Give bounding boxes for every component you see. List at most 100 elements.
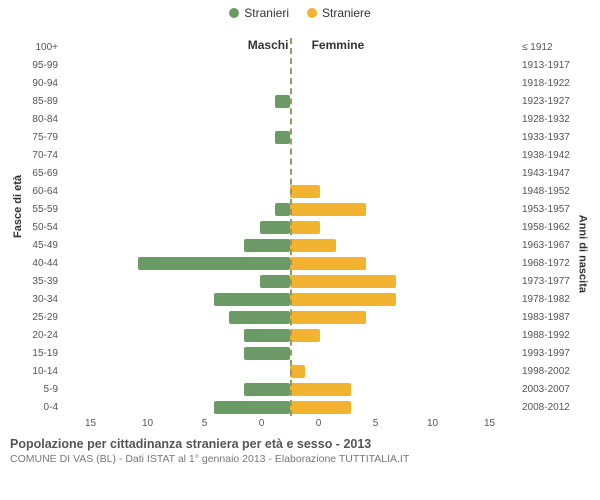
age-label: 75-79 (10, 132, 62, 143)
legend-item-male: Stranieri (229, 6, 289, 20)
age-label: 85-89 (10, 96, 62, 107)
birth-year-label: 1983-1987 (518, 312, 590, 323)
female-bar (290, 293, 396, 306)
female-bar (290, 221, 320, 234)
age-row: 45-49 1963-1967 (10, 236, 590, 254)
age-row: 80-841928-1932 (10, 110, 590, 128)
birth-year-label: 1978-1982 (518, 294, 590, 305)
x-tick: 15 (62, 418, 119, 429)
legend-dot-female (307, 8, 317, 18)
birth-year-label: 1968-1972 (518, 258, 590, 269)
birth-year-label: 1993-1997 (518, 348, 590, 359)
female-bar (290, 203, 366, 216)
age-label: 0-4 (10, 402, 62, 413)
chart-title: Popolazione per cittadinanza straniera p… (10, 437, 590, 451)
x-tick: 0 (233, 418, 290, 429)
age-label: 25-29 (10, 312, 62, 323)
x-tick: 0 (290, 418, 347, 429)
birth-year-label: 1963-1967 (518, 240, 590, 251)
female-bar (290, 401, 351, 414)
x-tick: 5 (347, 418, 404, 429)
birth-year-label: 1953-1957 (518, 204, 590, 215)
age-row: 85-89 1923-1927 (10, 92, 590, 110)
male-bar (214, 401, 290, 414)
male-bar (244, 239, 290, 252)
female-bar (290, 257, 366, 270)
birth-year-label: 1973-1977 (518, 276, 590, 287)
age-row: 100+≤ 1912 (10, 38, 590, 56)
birth-year-label: ≤ 1912 (518, 42, 590, 53)
birth-year-label: 1998-2002 (518, 366, 590, 377)
chart-rows: 100+≤ 191295-991913-1917 90-94 1918-1922 85… (10, 38, 590, 416)
age-row: 75-79 1933-1937 (10, 128, 590, 146)
male-bar (244, 347, 290, 360)
age-row: 40-44 1968-1972 (10, 254, 590, 272)
center-axis-line (290, 38, 292, 416)
birth-year-label: 1948-1952 (518, 186, 590, 197)
male-bar (244, 329, 290, 342)
legend-label-male: Stranieri (244, 6, 289, 20)
age-row: 60-64 1948-1952 (10, 182, 590, 200)
female-bar (290, 185, 320, 198)
birth-year-label: 1988-1992 (518, 330, 590, 341)
age-row: 65-69 1943-1947 (10, 164, 590, 182)
female-bar (290, 239, 336, 252)
legend-dot-male (229, 8, 239, 18)
population-pyramid: Maschi Femmine Fasce di età Anni di nasc… (10, 38, 590, 429)
male-bar (214, 293, 290, 306)
age-row: 95-991913-1917 (10, 56, 590, 74)
male-bar (260, 221, 290, 234)
x-axis-ticks: 151050051015 (62, 418, 518, 429)
legend-item-female: Straniere (307, 6, 371, 20)
birth-year-label: 1923-1927 (518, 96, 590, 107)
birth-year-label: 1943-1947 (518, 168, 590, 179)
female-bar (290, 365, 305, 378)
birth-year-label: 2003-2007 (518, 384, 590, 395)
male-bar (260, 275, 290, 288)
age-label: 15-19 (10, 348, 62, 359)
legend-label-female: Straniere (322, 6, 371, 20)
age-label: 80-84 (10, 114, 62, 125)
age-row: 90-94 1918-1922 (10, 74, 590, 92)
age-label: 35-39 (10, 276, 62, 287)
birth-year-label: 2008-2012 (518, 402, 590, 413)
x-tick: 15 (461, 418, 518, 429)
age-row: 35-39 1973-1977 (10, 272, 590, 290)
chart-subtitle: COMUNE DI VAS (BL) - Dati ISTAT al 1° ge… (10, 453, 590, 465)
age-label: 65-69 (10, 168, 62, 179)
male-bar (275, 203, 290, 216)
age-label: 55-59 (10, 204, 62, 215)
x-axis: 151050051015 (10, 418, 590, 429)
x-tick: 5 (176, 418, 233, 429)
birth-year-label: 1913-1917 (518, 60, 590, 71)
age-label: 45-49 (10, 240, 62, 251)
birth-year-label: 1918-1922 (518, 78, 590, 89)
birth-year-label: 1958-1962 (518, 222, 590, 233)
age-label: 5-9 (10, 384, 62, 395)
male-bar (138, 257, 290, 270)
age-label: 50-54 (10, 222, 62, 233)
female-bar (290, 383, 351, 396)
age-row: 20-24 1988-1992 (10, 326, 590, 344)
age-label: 30-34 (10, 294, 62, 305)
female-bar (290, 329, 320, 342)
age-label: 40-44 (10, 258, 62, 269)
x-tick: 10 (404, 418, 461, 429)
male-bar (229, 311, 290, 324)
age-row: 55-59 1953-1957 (10, 200, 590, 218)
age-label: 70-74 (10, 150, 62, 161)
birth-year-label: 1938-1942 (518, 150, 590, 161)
age-label: 10-14 (10, 366, 62, 377)
birth-year-label: 1933-1937 (518, 132, 590, 143)
age-label: 20-24 (10, 330, 62, 341)
male-bar (275, 131, 290, 144)
age-label: 60-64 (10, 186, 62, 197)
age-label: 90-94 (10, 78, 62, 89)
age-row: 25-29 1983-1987 (10, 308, 590, 326)
legend: Stranieri Straniere (0, 0, 600, 20)
chart-footer: Popolazione per cittadinanza straniera p… (10, 437, 590, 465)
male-bar (244, 383, 290, 396)
age-row: 50-54 1958-1962 (10, 218, 590, 236)
female-bar (290, 275, 396, 288)
x-tick: 10 (119, 418, 176, 429)
